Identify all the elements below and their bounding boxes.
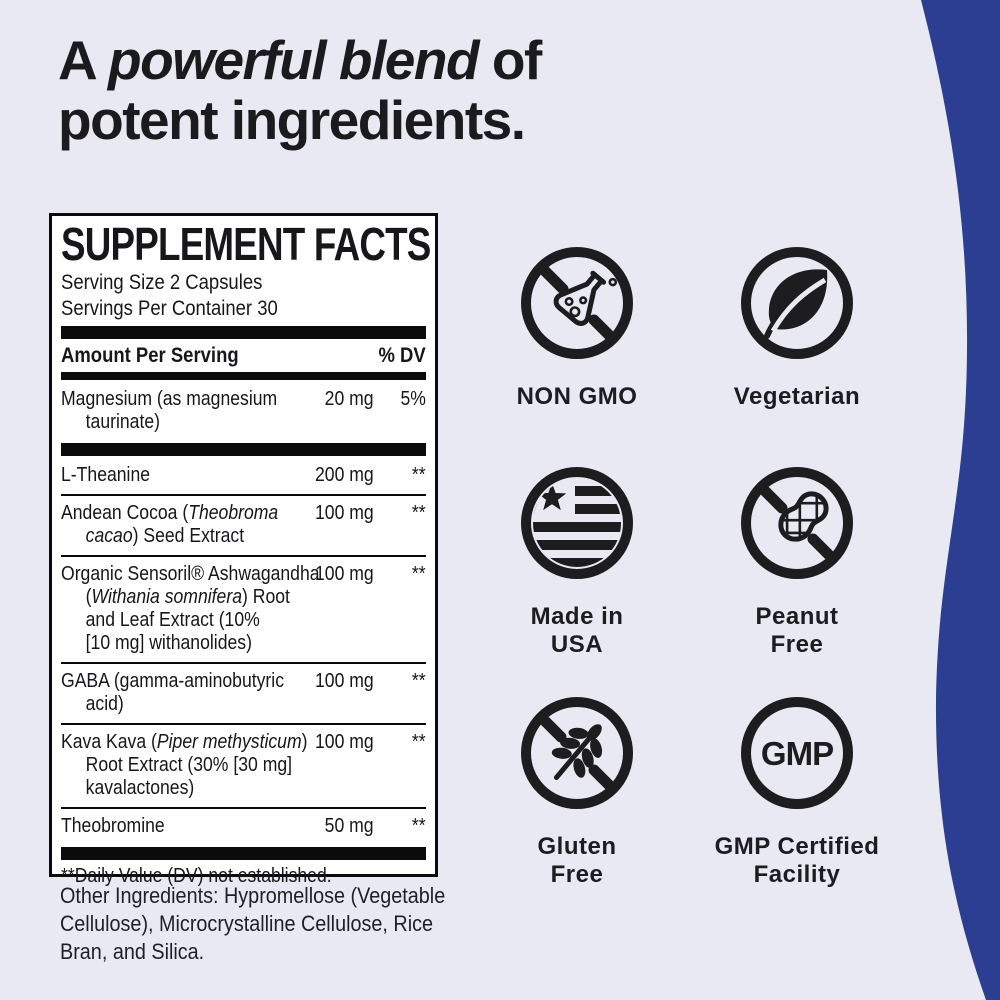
usa-flag-icon <box>521 467 633 579</box>
no-peanut-icon <box>741 467 853 579</box>
column-header-row: Amount Per Serving % DV <box>61 343 426 368</box>
ingredient-name: Kava Kava (Piper methysticum) Root Extrac… <box>61 731 308 799</box>
dv-value: 5% <box>400 388 426 410</box>
badge-label: Peanut Free <box>755 603 839 658</box>
badge-label: Gluten Free <box>537 833 617 888</box>
gmp-seal-icon: GMP <box>741 697 853 809</box>
wave-shape <box>921 0 1000 1000</box>
ingredient-name: Theobromine <box>61 815 165 837</box>
badge-label: Made in USA <box>530 603 624 658</box>
badge-label: NON GMO <box>516 383 638 410</box>
ingredient-row: L-Theanine 200 mg ** <box>61 460 426 492</box>
badge-gluten-free: Gluten Free <box>487 693 667 889</box>
dv-value: ** <box>412 563 426 585</box>
other-ingredients-text: Other Ingredients: Hypromellose (Vegetab… <box>60 883 446 964</box>
divider-bar-medium <box>61 372 426 380</box>
amount-value: 50 mg <box>325 815 374 837</box>
amount-value: 100 mg <box>315 670 374 692</box>
amount-per-serving-header: Amount Per Serving <box>61 344 239 367</box>
ingredient-row: Andean Cocoa (Theobroma cacao) Seed Extra… <box>61 498 426 553</box>
badge-gmp-certified: GMP GMP Certified Facility <box>707 693 887 889</box>
dv-value: ** <box>412 670 426 692</box>
badge-label: Vegetarian <box>733 383 861 410</box>
percent-dv-header: % DV <box>378 344 426 367</box>
divider-bar-thin <box>61 723 426 725</box>
dv-value: ** <box>412 464 426 486</box>
supplement-facts-title: SUPPLEMENT FACTS <box>61 218 431 270</box>
badge-label: GMP Certified Facility <box>714 833 880 888</box>
divider-bar-thin <box>61 662 426 664</box>
title-text: of <box>478 29 542 91</box>
dv-footnote: **Daily Value (DV) not established. <box>61 865 332 887</box>
no-wheat-icon <box>521 697 633 809</box>
ingredient-name: L-Theanine <box>61 464 151 486</box>
ingredient-row: Theobromine 50 mg ** <box>61 811 426 843</box>
amount-value: 100 mg <box>315 731 374 753</box>
title-text: A <box>58 29 108 91</box>
title-italic-text: powerful blend <box>107 29 480 91</box>
title-line-1: A powerful blend of <box>58 29 542 91</box>
ingredient-row: GABA (gamma-aminobutyric acid) 100 mg ** <box>61 666 426 721</box>
dv-value: ** <box>412 502 426 524</box>
divider-bar-thin <box>61 555 426 557</box>
title-line-2: potent ingredients. <box>58 89 526 151</box>
dv-value: ** <box>412 731 426 753</box>
gmp-seal-text: GMP <box>761 735 833 772</box>
ingredient-row: Magnesium (as magnesium taurinate) 20 mg 5% <box>61 384 426 439</box>
ingredient-name: Magnesium (as magnesium taurinate) <box>61 388 278 433</box>
no-gmo-flask-icon <box>521 247 633 359</box>
certification-badges: NON GMO Vegetarian <box>487 243 887 889</box>
divider-bar-thick <box>61 326 426 339</box>
amount-value: 100 mg <box>315 502 374 524</box>
divider-bar-thick <box>61 443 426 456</box>
amount-value: 20 mg <box>325 388 374 410</box>
dv-value: ** <box>412 815 426 837</box>
ingredient-name: Organic Sensoril® Ashwagandha (Withania s… <box>61 563 320 654</box>
vegetarian-leaf-icon <box>741 247 853 359</box>
ingredient-row: Organic Sensoril® Ashwagandha (Withania s… <box>61 559 426 660</box>
ingredient-rows: Magnesium (as magnesium taurinate) 20 mg 5%… <box>61 384 426 843</box>
amount-value: 200 mg <box>315 464 374 486</box>
ingredient-row: Kava Kava (Piper methysticum) Root Extrac… <box>61 727 426 805</box>
badge-vegetarian: Vegetarian <box>707 243 887 463</box>
serving-size: Serving Size 2 Capsules <box>61 271 263 294</box>
ingredient-name: GABA (gamma-aminobutyric acid) <box>61 670 285 715</box>
ingredient-name: Andean Cocoa (Theobroma cacao) Seed Extra… <box>61 502 279 547</box>
badge-made-in-usa: Made in USA <box>487 463 667 693</box>
badge-non-gmo: NON GMO <box>487 243 667 463</box>
amount-value: 100 mg <box>315 563 374 585</box>
servings-per-container: Servings Per Container 30 <box>61 297 278 320</box>
divider-bar-thick <box>61 847 426 860</box>
divider-bar-thin <box>61 494 426 496</box>
page-title: A powerful blend of potent ingredients. <box>58 29 542 151</box>
supplement-facts-panel: SUPPLEMENT FACTS Serving Size 2 Capsules… <box>49 213 438 887</box>
divider-bar-thin <box>61 807 426 809</box>
badge-peanut-free: Peanut Free <box>707 463 887 693</box>
